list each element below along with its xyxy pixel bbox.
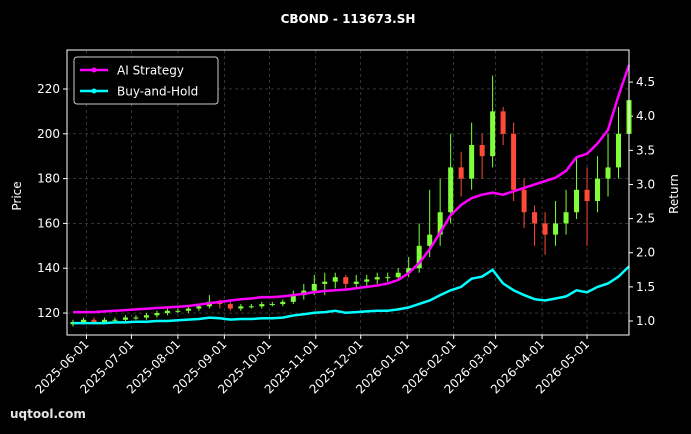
candle-body <box>227 304 233 309</box>
candle-body <box>616 133 622 168</box>
y-tick-label: 120 <box>37 306 60 320</box>
y2-tick-label: 3.0 <box>636 177 655 191</box>
y-tick-label: 140 <box>37 261 60 275</box>
y2-tick-label: 2.5 <box>636 212 655 226</box>
legend-marker <box>91 88 97 94</box>
candle-body <box>553 223 559 235</box>
candle-body <box>91 319 97 323</box>
candle-body <box>196 306 202 309</box>
candle-body <box>532 212 538 224</box>
candle-body <box>385 277 391 279</box>
y-axis-label: Price <box>10 181 24 210</box>
y2-tick-label: 3.5 <box>636 143 655 157</box>
y2-tick-label: 1.5 <box>636 280 655 294</box>
candle-body <box>101 319 107 323</box>
y2-axis-label: Return <box>667 174 681 214</box>
candle-body <box>238 306 244 309</box>
candle-body <box>269 304 275 306</box>
candle-body <box>427 234 433 246</box>
watermark: uqtool.com <box>10 407 86 421</box>
candle-body <box>80 319 86 323</box>
candle-body <box>248 306 254 308</box>
candle-body <box>185 308 191 311</box>
legend-label: Buy-and-Hold <box>117 85 198 99</box>
candle-body <box>479 145 485 157</box>
line-series <box>73 64 631 314</box>
candle-body <box>322 281 328 284</box>
candle-body <box>542 223 548 235</box>
candle-body <box>448 167 454 213</box>
candle-body <box>122 317 128 320</box>
candle-body <box>437 212 443 235</box>
y2-tick-label: 4.0 <box>636 109 655 123</box>
candle-body <box>500 111 506 134</box>
legend-label: AI Strategy <box>117 64 184 78</box>
candle-body <box>164 310 170 314</box>
candle-body <box>112 319 118 321</box>
line-series <box>73 265 630 325</box>
candle-body <box>280 301 286 305</box>
candle-body <box>595 178 601 202</box>
candle-body <box>154 313 160 316</box>
candle-body <box>364 279 370 282</box>
candle-body <box>70 322 76 325</box>
y2-tick-label: 2.0 <box>636 246 655 260</box>
candle-body <box>175 310 181 312</box>
y2-tick-label: 4.5 <box>636 75 655 89</box>
candle-body <box>374 277 380 280</box>
candle-body <box>311 283 317 291</box>
y-tick-label: 180 <box>37 172 60 186</box>
legend-marker <box>91 67 97 73</box>
y2-tick-label: 1.0 <box>636 314 655 328</box>
plot-frame <box>66 49 630 336</box>
y-tick-label: 160 <box>37 216 60 230</box>
candle-body <box>511 133 517 190</box>
legend-box <box>73 56 219 105</box>
candle-body <box>584 189 590 202</box>
candle-body <box>290 295 296 302</box>
candle-body <box>259 304 265 307</box>
candle-body <box>133 317 139 319</box>
candle-body <box>605 167 611 179</box>
candle-body <box>490 111 496 157</box>
y-tick-label: 220 <box>37 82 60 96</box>
legend: AI Strategy Buy-and-Hold <box>73 56 219 105</box>
candle-body <box>143 315 149 318</box>
candle-body <box>469 145 475 179</box>
candle-body <box>343 277 349 284</box>
candle-body <box>406 268 412 273</box>
candle-body <box>353 281 359 284</box>
candle-body <box>574 189 580 213</box>
candle-body <box>458 167 464 179</box>
chart-title: CBOND - 113673.SH <box>281 12 416 26</box>
candle-body <box>521 189 527 213</box>
candle-body <box>395 272 401 278</box>
candle-body <box>563 212 569 224</box>
y-tick-label: 200 <box>37 127 60 141</box>
candle-body <box>332 277 338 282</box>
candle-body <box>416 245 422 269</box>
